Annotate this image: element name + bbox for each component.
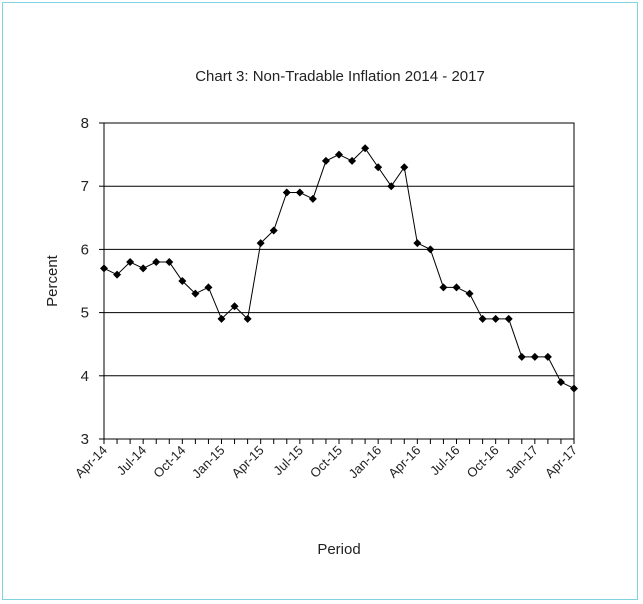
data-point <box>452 283 461 292</box>
x-tick-label: Jul-15 <box>270 443 306 479</box>
data-points <box>100 144 578 393</box>
data-point <box>413 239 422 248</box>
y-axis-label: Percent <box>44 254 61 307</box>
data-point <box>178 277 187 285</box>
y-tick-label: 4 <box>81 368 89 385</box>
data-point <box>165 258 174 267</box>
x-tick-label: Jan-17 <box>502 443 541 482</box>
data-point <box>256 239 265 248</box>
data-point <box>374 163 383 172</box>
data-point <box>426 245 435 254</box>
data-point <box>478 314 487 323</box>
data-point <box>570 384 578 393</box>
x-tick-label: Jul-16 <box>427 443 463 479</box>
y-tick-label: 5 <box>81 305 89 322</box>
plot-area <box>103 122 575 440</box>
x-tick-label: Apr-17 <box>542 443 580 481</box>
data-point <box>230 302 239 311</box>
data-point <box>139 264 148 273</box>
data-point <box>361 144 370 153</box>
data-point <box>504 314 513 323</box>
x-tick-label: Jan-15 <box>189 443 228 482</box>
series-line <box>103 147 575 389</box>
data-point <box>191 289 200 298</box>
data-point <box>204 283 213 292</box>
y-axis-ticks: 3 4 5 6 7 8 <box>81 115 104 448</box>
data-point <box>243 314 252 323</box>
data-point <box>321 156 330 165</box>
data-point <box>465 289 474 298</box>
x-axis-ticks: Apr-14 Jul-14 Oct-14 Jan-15 Apr-15 Jul-15 Oct-… <box>72 439 580 481</box>
chart-frame <box>2 2 638 600</box>
y-tick-label: 3 <box>81 431 89 448</box>
data-point <box>100 264 108 273</box>
data-point <box>439 283 448 292</box>
data-point <box>556 378 565 387</box>
y-tick-label: 7 <box>81 178 89 195</box>
data-point <box>348 156 357 165</box>
data-point <box>335 150 343 159</box>
data-point <box>530 352 539 361</box>
x-tick-label: Oct-15 <box>307 443 345 481</box>
data-point <box>217 314 226 323</box>
data-point <box>400 163 409 172</box>
data-point <box>543 352 552 361</box>
x-tick-label: Jan-16 <box>346 443 385 482</box>
x-axis-label: Period <box>317 541 360 558</box>
x-tick-label: Apr-16 <box>385 443 423 481</box>
gridlines <box>104 185 574 377</box>
data-point <box>517 352 526 361</box>
data-point <box>295 188 304 197</box>
x-tick-label: Apr-15 <box>229 443 267 481</box>
chart-title: Chart 3: Non-Tradable Inflation 2014 - 2… <box>195 68 485 85</box>
data-point <box>113 270 122 279</box>
data-point <box>387 182 396 191</box>
data-point <box>308 194 317 203</box>
data-point <box>491 314 500 323</box>
x-tick-label: Apr-14 <box>72 443 110 481</box>
x-tick-label: Oct-14 <box>150 443 188 481</box>
x-tick-label: Jul-14 <box>114 443 150 479</box>
data-point <box>152 258 161 267</box>
data-point <box>269 226 278 235</box>
data-point <box>126 258 135 267</box>
data-point <box>282 188 291 197</box>
y-tick-label: 6 <box>81 241 89 258</box>
y-tick-label: 8 <box>81 115 89 132</box>
x-tick-label: Oct-16 <box>464 443 502 481</box>
